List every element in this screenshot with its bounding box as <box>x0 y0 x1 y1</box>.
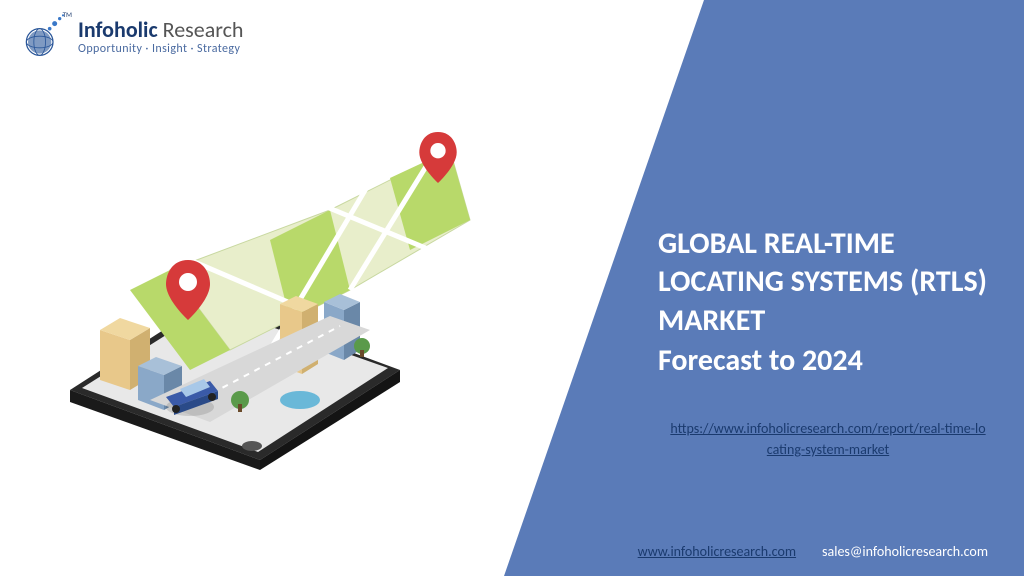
logo-text: Infoholic Research Opportunity · Insight… <box>78 18 243 55</box>
title-subtitle: Forecast to 2024 <box>658 342 988 380</box>
logo-name-light: Research <box>163 16 244 43</box>
trademark-text: TM <box>63 10 72 19</box>
contact-email: sales@infoholicresearch.com <box>822 543 988 560</box>
logo-tagline: Opportunity · Insight · Strategy <box>78 43 243 56</box>
title-main: GLOBAL REAL-TIME LOCATING SYSTEMS (RTLS)… <box>658 225 988 340</box>
globe-icon: TM <box>18 12 68 62</box>
logo-name: Infoholic Research <box>78 18 243 42</box>
logo-name-bold: Infoholic <box>78 16 158 43</box>
slide: TM Infoholic Research Opportunity · Insi… <box>0 0 1024 576</box>
report-link[interactable]: https://www.infoholicresearch.com/report… <box>670 420 985 458</box>
report-link-block: https://www.infoholicresearch.com/report… <box>668 418 988 460</box>
company-logo: TM Infoholic Research Opportunity · Insi… <box>18 12 243 62</box>
hero-illustration <box>30 90 500 470</box>
footer: www.infoholicresearch.com sales@infoholi… <box>638 543 988 560</box>
website-link[interactable]: www.infoholicresearch.com <box>638 543 796 560</box>
title-block: GLOBAL REAL-TIME LOCATING SYSTEMS (RTLS)… <box>658 225 988 381</box>
